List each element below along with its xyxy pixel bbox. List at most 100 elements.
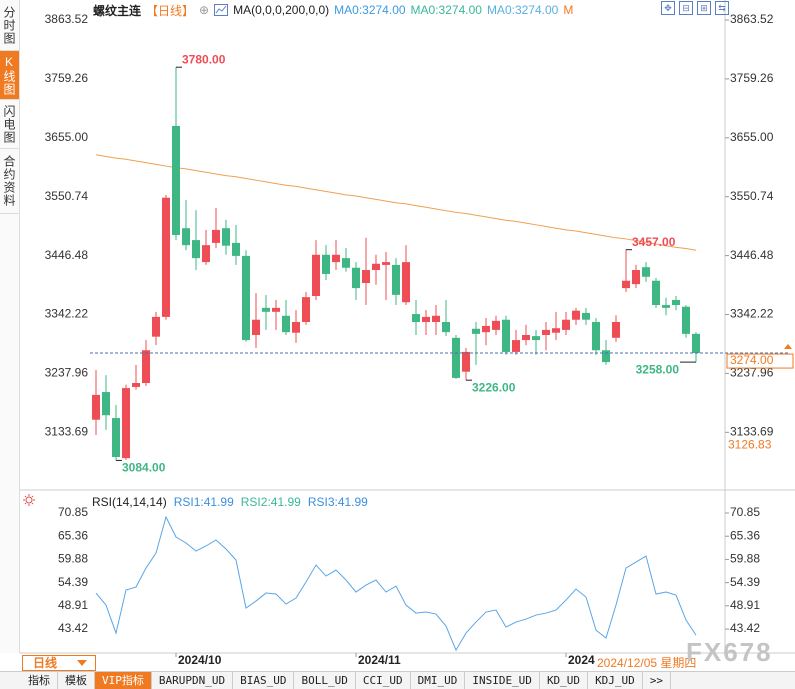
candle-body xyxy=(412,314,420,322)
y-tick-label: 3550.74 xyxy=(45,189,89,203)
toolbar-item[interactable]: VIP指标 xyxy=(95,672,152,689)
ma-more: M xyxy=(563,3,574,17)
icon[interactable]: ⇆ xyxy=(715,1,729,15)
toolbar-item[interactable]: DMI_UD xyxy=(411,672,466,689)
y-tick-label: 65.36 xyxy=(58,528,88,542)
icon[interactable]: ⊟ xyxy=(679,1,693,15)
period[interactable]: 【日线】 xyxy=(146,3,195,18)
candle-body xyxy=(392,264,400,295)
toolbar: 指标 模板 VIP指标 BARUPDN_UD BIAS_UD BOLL_UD CCI_UD D… xyxy=(0,671,795,689)
y-tick-label: 3133.69 xyxy=(730,425,774,439)
y-tick-label: 54.39 xyxy=(58,575,88,589)
toolbar-item[interactable]: BIAS_UD xyxy=(233,672,295,689)
extreme-label: 3084.00 xyxy=(122,461,166,475)
candle-body xyxy=(402,262,410,303)
toolbar-item[interactable]: INSIDE_UD xyxy=(465,672,540,689)
candle-body xyxy=(352,267,360,289)
add-icon[interactable]: ⊕ xyxy=(199,3,210,17)
y-tick-label: 70.85 xyxy=(58,505,88,519)
toolbar-item[interactable]: 指标 xyxy=(0,672,58,689)
sidebar-tab[interactable]: K线图 xyxy=(0,51,19,100)
y-tick-label: 3655.00 xyxy=(45,130,89,144)
candle-body xyxy=(452,337,460,378)
sidebar-tab[interactable]: 闪电图 xyxy=(0,100,19,149)
candle-body xyxy=(182,228,190,246)
y-tick-label: 3550.74 xyxy=(730,189,774,203)
candle-body xyxy=(582,312,590,320)
y-tick-label: 65.36 xyxy=(730,528,760,542)
extreme-label: 3457.00 xyxy=(632,235,676,249)
y-tick-label: 43.42 xyxy=(730,621,760,635)
candle-body xyxy=(602,350,610,363)
candle-body xyxy=(132,383,140,387)
candle-body xyxy=(672,299,680,306)
candle-body xyxy=(572,310,580,320)
extreme-label: 3226.00 xyxy=(472,380,516,394)
toolbar-item[interactable]: BARUPDN_UD xyxy=(152,672,234,689)
rsi-title: RSI(14,14,14) xyxy=(92,495,167,509)
candle-body xyxy=(162,197,170,317)
y-tick-label: 70.85 xyxy=(730,505,760,519)
candle-body xyxy=(622,280,630,289)
y-tick-label: 3342.22 xyxy=(45,307,89,321)
candle-body xyxy=(112,418,120,458)
x-tick-label: 2024/11 xyxy=(358,653,401,667)
candle-body xyxy=(122,388,130,459)
candle-body xyxy=(492,320,500,330)
rsi-legend-item: RSI3:41.99 xyxy=(307,495,368,509)
y-tick-label: 3446.48 xyxy=(45,248,89,262)
x-tick-label: 2024 xyxy=(568,653,595,667)
candle-body xyxy=(252,319,260,335)
candle-body xyxy=(462,351,470,372)
rsi-line xyxy=(95,515,697,652)
y-tick-label: 3342.22 xyxy=(730,307,774,321)
candle-body xyxy=(262,307,270,312)
candle-body xyxy=(552,328,560,333)
candle-body xyxy=(502,319,510,352)
candle-body xyxy=(292,321,300,333)
toolbar-item[interactable]: KD_UD xyxy=(540,672,589,689)
sidebar-tab[interactable]: 分时图 xyxy=(0,0,19,51)
candle-body xyxy=(342,258,350,268)
toolbar-item[interactable]: KDJ_UD xyxy=(588,672,643,689)
y-tick-label: 59.88 xyxy=(730,552,760,566)
toolbar-item[interactable]: >> xyxy=(643,672,672,689)
icon[interactable]: ✥ xyxy=(661,1,675,15)
icon[interactable]: ⊞ xyxy=(697,1,711,15)
period-button[interactable]: 日线 xyxy=(22,655,96,671)
candle-body xyxy=(272,307,280,312)
y-tick-label: 59.88 xyxy=(58,552,88,566)
ma-line xyxy=(95,154,697,251)
candle-body xyxy=(322,254,330,274)
last-price-label: 3274.00 xyxy=(730,353,774,367)
y-tick-label: 48.91 xyxy=(730,598,760,612)
candle-body xyxy=(592,321,600,351)
crosshair-label: 3126.83 xyxy=(728,437,772,451)
y-tick-label: 54.39 xyxy=(730,575,760,589)
sidebar-tab[interactable]: 合约资料 xyxy=(0,149,19,214)
candle-body xyxy=(142,350,150,384)
candle-body xyxy=(562,319,570,330)
candle-body xyxy=(532,336,540,341)
crosshair-date: 2024/12/05 星期四 xyxy=(597,656,697,670)
y-tick-label: 3655.00 xyxy=(730,130,774,144)
candle-body xyxy=(642,267,650,277)
indicator-icon xyxy=(214,4,229,16)
candle-body xyxy=(242,255,250,341)
toolbar-item[interactable]: CCI_UD xyxy=(356,672,411,689)
toolbar-item[interactable]: BOLL_UD xyxy=(294,672,356,689)
candle-body xyxy=(212,229,220,243)
candle-body xyxy=(472,328,480,334)
last-price-box xyxy=(726,353,794,369)
y-tick-label: 3237.96 xyxy=(45,366,89,380)
candle-body xyxy=(652,280,660,306)
toolbar-item[interactable]: 模板 xyxy=(58,672,95,689)
y-tick-label: 3133.69 xyxy=(45,425,89,439)
candle-body xyxy=(222,228,230,246)
candle-body xyxy=(282,315,290,333)
y-tick-label: 3237.96 xyxy=(730,366,774,380)
candle-body xyxy=(302,297,310,322)
candle-body xyxy=(102,392,110,416)
candle-body xyxy=(692,333,700,354)
